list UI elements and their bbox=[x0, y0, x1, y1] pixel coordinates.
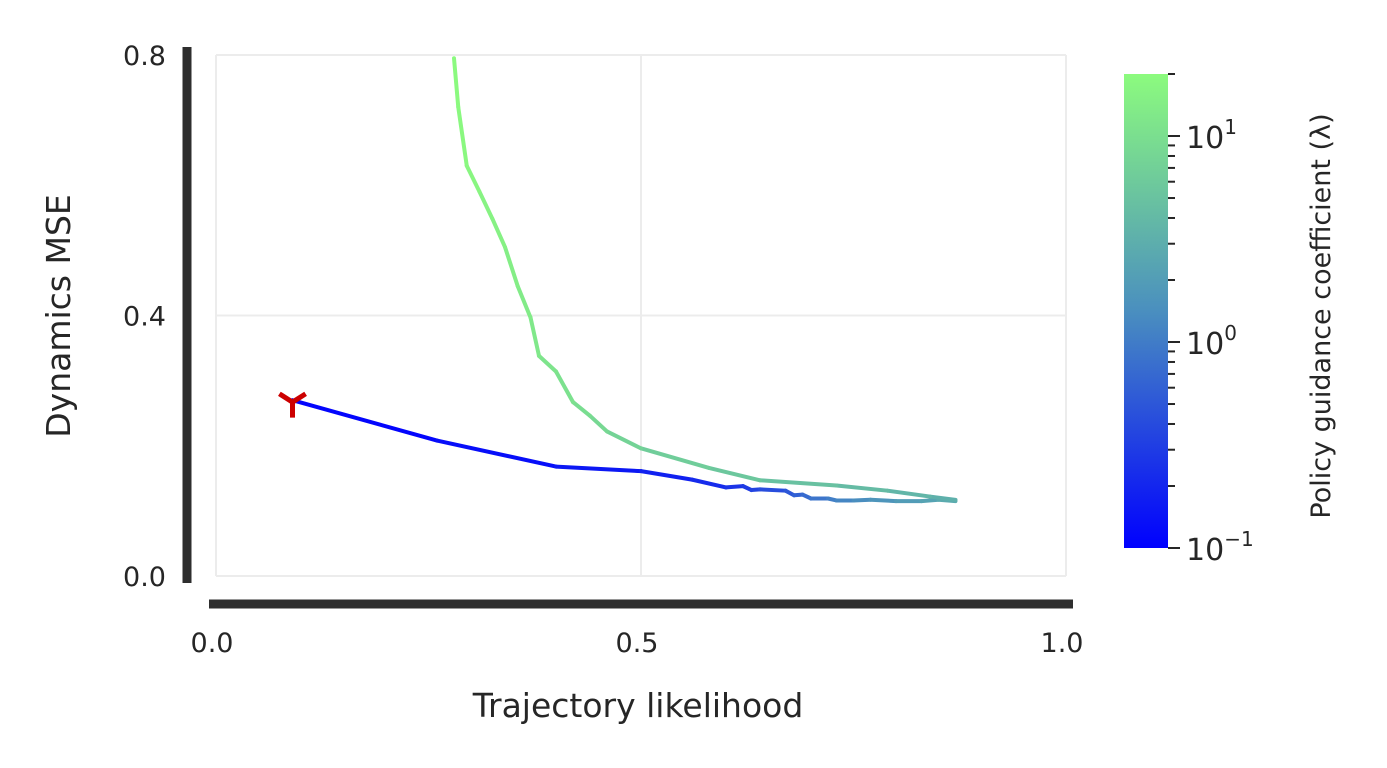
series-lines bbox=[290, 56, 958, 504]
y-axis-label: Dynamics MSE bbox=[39, 194, 78, 438]
series-segment bbox=[452, 56, 461, 110]
series-segment bbox=[515, 284, 533, 320]
x-tick-label: 1.0 bbox=[1041, 628, 1084, 659]
series-segment bbox=[919, 497, 941, 504]
series-segment bbox=[851, 497, 873, 503]
series-segment bbox=[477, 189, 495, 221]
colorbar-tick-label: 101 bbox=[1186, 115, 1237, 156]
colorbar-label: Policy guidance coefficient (λ) bbox=[1306, 113, 1337, 518]
colorbar bbox=[1124, 74, 1168, 548]
series-segment bbox=[290, 398, 439, 443]
series-segment bbox=[464, 163, 482, 194]
series-segment bbox=[758, 487, 788, 493]
y-tick-label: 0.8 bbox=[123, 41, 166, 72]
series-segment bbox=[707, 465, 762, 483]
series-segment bbox=[605, 429, 643, 451]
start-marker-layer bbox=[278, 391, 307, 418]
series-segment bbox=[490, 216, 507, 250]
series-segment bbox=[537, 353, 558, 374]
series-segment bbox=[528, 315, 541, 358]
colorbar-tick-label: 10−1 bbox=[1186, 527, 1254, 568]
series-segment bbox=[588, 413, 609, 434]
series-line-1 bbox=[452, 56, 958, 502]
colorbar-tick-label: 100 bbox=[1186, 321, 1237, 362]
series-segment bbox=[885, 488, 932, 499]
y-tick-label: 0.0 bbox=[123, 562, 166, 593]
series-line-0 bbox=[290, 398, 958, 504]
series-segment bbox=[690, 477, 728, 490]
series-segment bbox=[435, 438, 558, 469]
series-segment bbox=[868, 497, 898, 504]
series-segment bbox=[758, 478, 839, 488]
start-marker bbox=[278, 391, 307, 418]
y-tick-labels: 0.0 0.4 0.8 bbox=[123, 41, 166, 593]
x-axis-label: Trajectory likelihood bbox=[472, 686, 804, 725]
series-segment bbox=[639, 469, 694, 482]
series-segment bbox=[554, 369, 575, 405]
series-segment bbox=[639, 446, 711, 470]
y-tick-label: 0.4 bbox=[123, 302, 166, 333]
series-segment bbox=[834, 483, 890, 493]
x-tick-label: 0.0 bbox=[191, 628, 234, 659]
series-segment bbox=[724, 484, 745, 490]
grid bbox=[215, 54, 1067, 577]
series-segment bbox=[554, 464, 643, 474]
series-segment bbox=[571, 400, 592, 418]
series-segment bbox=[503, 245, 520, 289]
colorbar-ticks: 10−1 100 101 bbox=[1168, 73, 1254, 568]
series-segment bbox=[456, 105, 469, 168]
x-tick-labels: 0.0 0.5 1.0 bbox=[191, 628, 1084, 659]
series-segment bbox=[928, 494, 958, 502]
x-tick-label: 0.5 bbox=[616, 628, 659, 659]
